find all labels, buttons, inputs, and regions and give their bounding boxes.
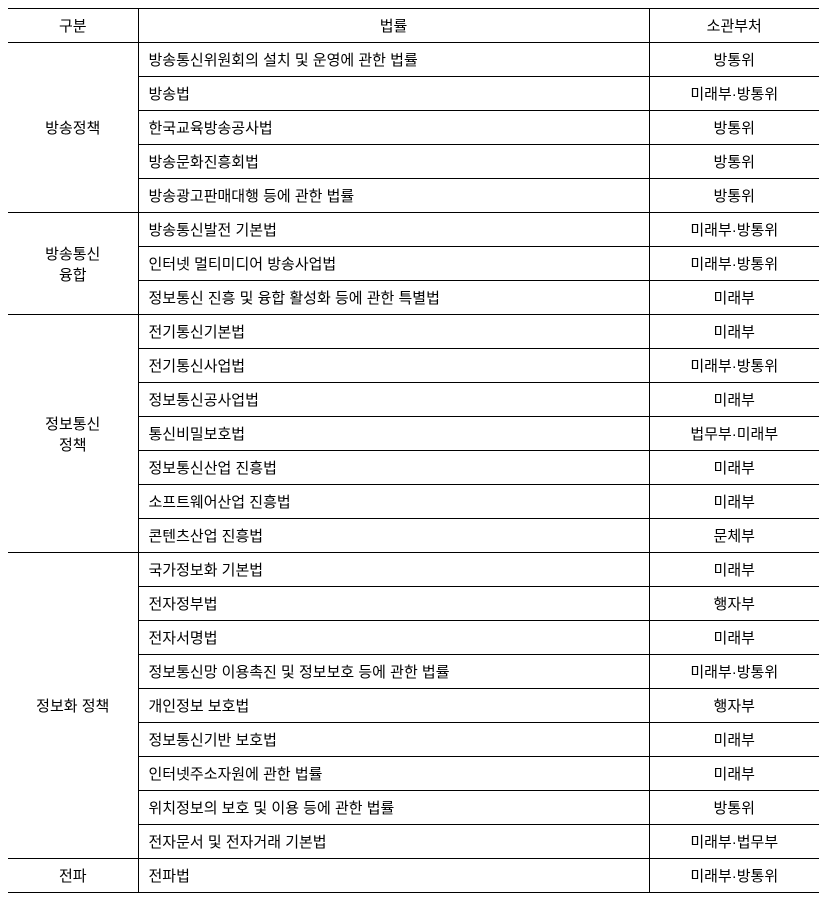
header-category: 구분	[8, 9, 138, 43]
law-cell: 정보통신산업 진흥법	[138, 451, 649, 485]
department-cell: 방통위	[649, 145, 819, 179]
law-cell: 방송광고판매대행 등에 관한 법률	[138, 179, 649, 213]
department-cell: 미래부	[649, 757, 819, 791]
department-cell: 방통위	[649, 111, 819, 145]
department-cell: 미래부	[649, 281, 819, 315]
department-cell: 방통위	[649, 791, 819, 825]
law-cell: 전자서명법	[138, 621, 649, 655]
department-cell: 미래부	[649, 451, 819, 485]
department-cell: 방통위	[649, 179, 819, 213]
law-cell: 인터넷 멀티미디어 방송사업법	[138, 247, 649, 281]
law-cell: 정보통신기반 보호법	[138, 723, 649, 757]
department-cell: 미래부·방통위	[649, 655, 819, 689]
department-cell: 법무부·미래부	[649, 417, 819, 451]
law-cell: 한국교육방송공사법	[138, 111, 649, 145]
department-cell: 미래부·방통위	[649, 247, 819, 281]
department-cell: 미래부·방통위	[649, 349, 819, 383]
department-cell: 미래부	[649, 723, 819, 757]
department-cell: 행자부	[649, 689, 819, 723]
law-cell: 정보통신 진흥 및 융합 활성화 등에 관한 특별법	[138, 281, 649, 315]
law-cell: 전자정부법	[138, 587, 649, 621]
law-cell: 전기통신사업법	[138, 349, 649, 383]
law-cell: 개인정보 보호법	[138, 689, 649, 723]
department-cell: 미래부·방통위	[649, 859, 819, 893]
law-cell: 정보통신공사업법	[138, 383, 649, 417]
department-cell: 문체부	[649, 519, 819, 553]
category-cell: 전파	[8, 859, 138, 893]
table-row: 정보화 정책국가정보화 기본법미래부	[8, 553, 819, 587]
law-table: 구분 법률 소관부처 방송정책방송통신위원회의 설치 및 운영에 관한 법률방통…	[8, 8, 819, 893]
law-cell: 국가정보화 기본법	[138, 553, 649, 587]
department-cell: 미래부	[649, 621, 819, 655]
category-cell: 방송정책	[8, 43, 138, 213]
department-cell: 미래부	[649, 553, 819, 587]
law-cell: 정보통신망 이용촉진 및 정보보호 등에 관한 법률	[138, 655, 649, 689]
table-row: 정보통신정책전기통신기본법미래부	[8, 315, 819, 349]
table-row: 방송정책방송통신위원회의 설치 및 운영에 관한 법률방통위	[8, 43, 819, 77]
department-cell: 미래부	[649, 315, 819, 349]
header-law: 법률	[138, 9, 649, 43]
law-cell: 소프트웨어산업 진흥법	[138, 485, 649, 519]
law-cell: 전자문서 및 전자거래 기본법	[138, 825, 649, 859]
department-cell: 미래부·방통위	[649, 213, 819, 247]
category-cell: 방송통신융합	[8, 213, 138, 315]
category-cell: 정보화 정책	[8, 553, 138, 859]
header-row: 구분 법률 소관부처	[8, 9, 819, 43]
table-row: 전파전파법미래부·방통위	[8, 859, 819, 893]
law-cell: 방송통신위원회의 설치 및 운영에 관한 법률	[138, 43, 649, 77]
header-department: 소관부처	[649, 9, 819, 43]
law-cell: 통신비밀보호법	[138, 417, 649, 451]
law-cell: 방송법	[138, 77, 649, 111]
department-cell: 방통위	[649, 43, 819, 77]
law-cell: 전파법	[138, 859, 649, 893]
department-cell: 행자부	[649, 587, 819, 621]
law-cell: 콘텐츠산업 진흥법	[138, 519, 649, 553]
law-cell: 인터넷주소자원에 관한 법률	[138, 757, 649, 791]
department-cell: 미래부	[649, 485, 819, 519]
department-cell: 미래부	[649, 383, 819, 417]
table-row: 방송통신융합방송통신발전 기본법미래부·방통위	[8, 213, 819, 247]
law-cell: 방송문화진흥회법	[138, 145, 649, 179]
department-cell: 미래부·방통위	[649, 77, 819, 111]
law-cell: 위치정보의 보호 및 이용 등에 관한 법률	[138, 791, 649, 825]
category-cell: 정보통신정책	[8, 315, 138, 553]
law-cell: 전기통신기본법	[138, 315, 649, 349]
law-cell: 방송통신발전 기본법	[138, 213, 649, 247]
department-cell: 미래부·법무부	[649, 825, 819, 859]
